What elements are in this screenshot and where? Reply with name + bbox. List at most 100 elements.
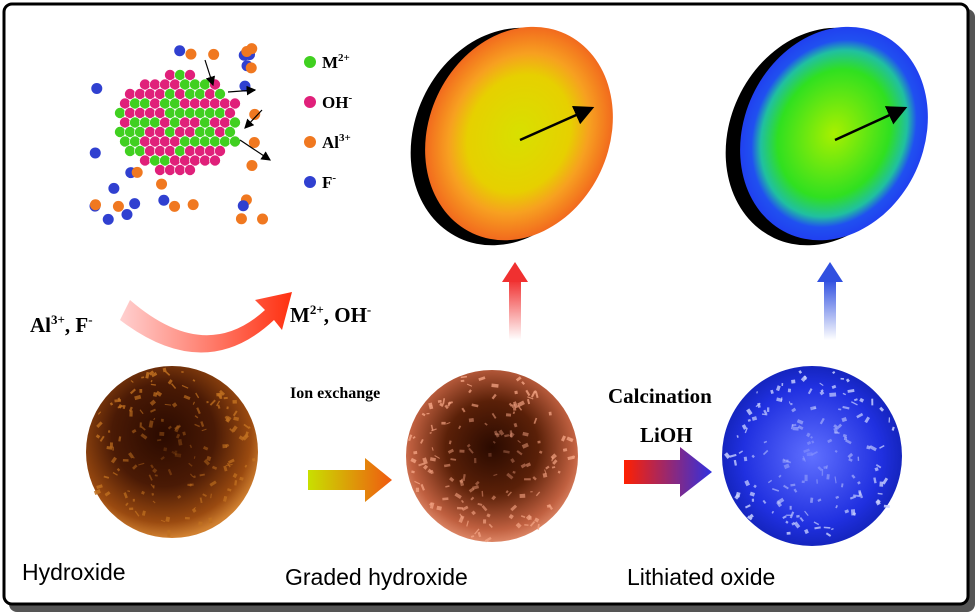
- flake: [410, 457, 417, 464]
- flake: [842, 392, 847, 396]
- flake: [545, 465, 550, 470]
- flake: [781, 382, 784, 386]
- flake: [164, 370, 171, 376]
- label: F: [322, 173, 332, 192]
- flake: [827, 438, 833, 444]
- ion: [246, 159, 258, 171]
- flake: [413, 450, 418, 455]
- flake: [160, 456, 165, 461]
- label-sup: 3+: [51, 312, 65, 327]
- flake: [786, 514, 792, 516]
- flake: [525, 514, 532, 521]
- flake: [150, 383, 156, 386]
- flake: [519, 493, 526, 499]
- flake: [790, 403, 793, 406]
- flake: [171, 402, 178, 408]
- flake: [145, 371, 150, 379]
- flake: [888, 417, 890, 423]
- flake: [515, 522, 522, 529]
- flake: [548, 504, 554, 511]
- flake: [834, 476, 837, 484]
- flake: [811, 451, 818, 456]
- flake: [517, 400, 525, 408]
- flake: [493, 473, 498, 477]
- flake: [819, 382, 824, 387]
- flake: [161, 418, 164, 422]
- flake: [162, 367, 167, 373]
- flake: [481, 490, 484, 497]
- flake: [222, 495, 228, 502]
- ion: [229, 135, 241, 148]
- flake: [118, 436, 122, 442]
- flake: [857, 481, 861, 485]
- flake: [470, 535, 475, 538]
- label-sup: -: [367, 302, 371, 317]
- sphere-texture: [93, 367, 895, 543]
- flake: [436, 505, 442, 511]
- flake: [194, 423, 201, 428]
- flake: [431, 447, 434, 451]
- flake: [883, 504, 890, 508]
- flake: [444, 404, 449, 410]
- flake: [478, 376, 486, 382]
- ion: [241, 45, 253, 57]
- ion: [124, 145, 136, 157]
- label: OH: [334, 303, 367, 327]
- flake: [233, 416, 240, 422]
- ion: [229, 116, 241, 129]
- flake: [875, 499, 881, 506]
- flake: [217, 404, 221, 409]
- flake: [208, 517, 213, 524]
- ion: [156, 178, 168, 190]
- flake: [414, 480, 421, 485]
- flake: [471, 403, 479, 408]
- flake: [840, 483, 844, 488]
- flake: [117, 397, 121, 402]
- flake: [470, 496, 475, 501]
- flake: [219, 392, 221, 398]
- flake: [448, 440, 452, 445]
- flake: [806, 440, 812, 446]
- flake: [122, 459, 129, 462]
- flake: [152, 468, 158, 474]
- hydroxide-sphere: [86, 366, 258, 538]
- flake: [152, 500, 156, 504]
- flake: [160, 519, 166, 523]
- flake: [800, 375, 808, 382]
- flake: [238, 435, 245, 441]
- flake: [122, 404, 126, 410]
- flake: [866, 445, 871, 450]
- flake: [814, 526, 821, 530]
- flake: [505, 490, 509, 494]
- flake: [572, 455, 576, 459]
- flake: [744, 427, 748, 434]
- flake: [165, 516, 171, 522]
- flake: [483, 519, 487, 524]
- flake: [534, 517, 540, 523]
- flake: [507, 491, 512, 497]
- ion: [121, 209, 133, 221]
- flake: [109, 402, 114, 406]
- flake: [522, 431, 529, 437]
- label-sup: 2+: [310, 302, 324, 317]
- flake: [533, 390, 537, 394]
- flake: [782, 459, 789, 463]
- step-label: Ion exchange: [290, 385, 380, 402]
- flake: [110, 456, 117, 464]
- flake: [516, 450, 523, 456]
- flake: [567, 455, 574, 461]
- flake: [130, 380, 134, 383]
- flake: [778, 474, 782, 478]
- flake: [785, 520, 789, 524]
- flake: [874, 467, 879, 472]
- flake: [107, 430, 111, 433]
- flake: [234, 480, 238, 486]
- flake: [841, 416, 848, 423]
- flake: [462, 474, 466, 482]
- disc: [425, 26, 613, 241]
- flake: [423, 464, 429, 470]
- flake: [789, 505, 792, 510]
- flake: [209, 480, 217, 487]
- flake: [809, 497, 814, 503]
